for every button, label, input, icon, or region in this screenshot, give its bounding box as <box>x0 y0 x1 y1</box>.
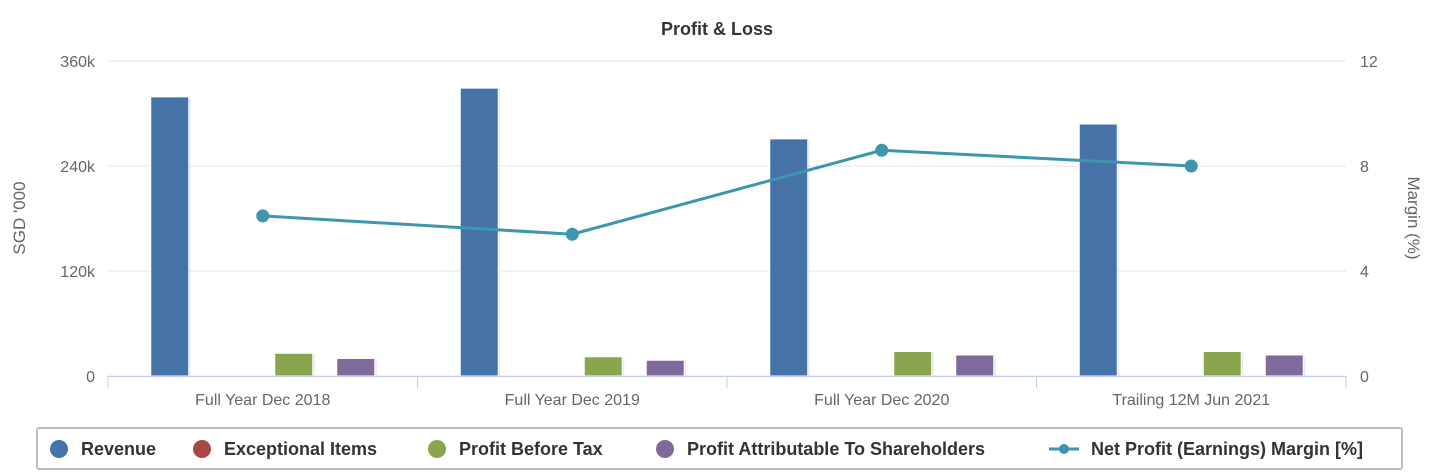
right-y-axis: 0 4 8 12 <box>1360 54 1378 386</box>
bar-revenue <box>1078 123 1118 377</box>
bar-revenue <box>150 96 190 377</box>
legend-marker <box>193 440 211 458</box>
y-tick-label-right: 0 <box>1360 369 1369 386</box>
bar-profit-attributable-to-shareholders <box>955 354 995 377</box>
y-tick-label-right: 4 <box>1360 264 1369 281</box>
legend-box <box>36 427 1403 470</box>
margin-point <box>1184 159 1198 173</box>
y-tick-label-left: 360k <box>60 54 96 71</box>
left-y-axis: 0 120k 240k 360k <box>60 54 96 386</box>
x-tick-label: Full Year Dec 2020 <box>814 392 949 409</box>
legend-marker <box>428 440 446 458</box>
bar-profit-attributable-to-shareholders <box>645 359 685 377</box>
margin-point <box>565 227 579 241</box>
x-tick-label: Trailing 12M Jun 2021 <box>1112 392 1270 409</box>
legend-label: Exceptional Items <box>224 439 377 459</box>
y-tick-label-left: 0 <box>86 369 95 386</box>
bar-profit-attributable-to-shareholders <box>336 358 376 377</box>
margin-point <box>256 209 270 223</box>
margin-line <box>256 143 1198 241</box>
x-axis: Full Year Dec 2018 Full Year Dec 2019 Full… <box>107 376 1347 409</box>
legend-marker <box>656 440 674 458</box>
y-tick-label-left: 240k <box>60 159 96 176</box>
y-axis-label-right: Margin (%) <box>1404 176 1423 259</box>
legend-marker <box>50 440 68 458</box>
bars <box>150 87 1306 377</box>
y-tick-label-right: 12 <box>1360 54 1378 71</box>
x-tick-label: Full Year Dec 2018 <box>195 392 330 409</box>
legend-label: Profit Attributable To Shareholders <box>687 439 985 459</box>
y-axis-label-left: SGD '000 <box>10 181 29 254</box>
legend-label: Profit Before Tax <box>459 439 603 459</box>
legend: Revenue Exceptional Items Profit Before Ta… <box>36 427 1403 470</box>
x-tick-label: Full Year Dec 2019 <box>505 392 640 409</box>
y-tick-label-left: 120k <box>60 264 96 281</box>
chart-title: Profit & Loss <box>661 19 773 39</box>
y-tick-label-right: 8 <box>1360 159 1369 176</box>
bar-revenue <box>459 87 499 377</box>
bar-profit-before-tax <box>583 356 623 377</box>
margin-line-path <box>262 148 1192 236</box>
bar-profit-before-tax <box>893 351 933 377</box>
bar-profit-attributable-to-shareholders <box>1264 354 1304 377</box>
legend-label: Net Profit (Earnings) Margin [%] <box>1091 439 1363 459</box>
margin-point <box>875 143 889 157</box>
legend-line-marker <box>1059 444 1069 454</box>
bar-profit-before-tax <box>1202 351 1242 377</box>
bar-profit-before-tax <box>274 352 314 377</box>
legend-label: Revenue <box>81 439 156 459</box>
